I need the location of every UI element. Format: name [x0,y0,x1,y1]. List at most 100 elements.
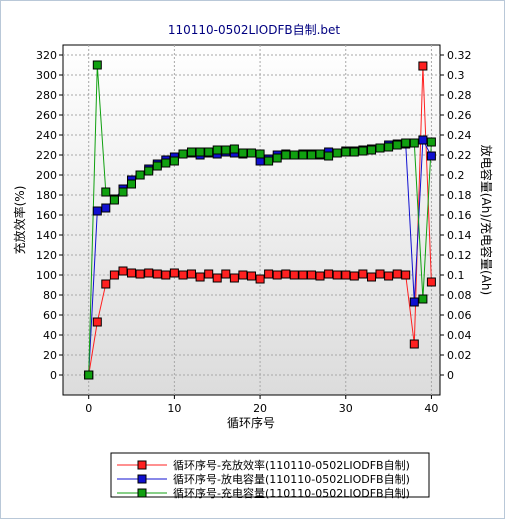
data-point-charge-capacity [144,166,154,176]
left-y-tick-label: 100 [36,269,57,282]
data-point-efficiency [152,269,162,279]
data-point-charge-capacity [281,150,291,160]
data-point-efficiency [298,270,308,280]
x-tick-label: 10 [167,402,181,415]
data-point-charge-capacity [212,145,222,155]
data-point-charge-capacity [264,156,274,166]
data-point-efficiency [341,270,351,280]
right-y-tick-label: 0.18 [447,189,472,202]
data-point-efficiency [281,269,291,279]
data-point-charge-capacity [204,147,214,157]
right-y-tick-label: 0.26 [447,109,472,122]
data-point-efficiency [426,277,436,287]
data-point-efficiency [264,269,274,279]
data-point-charge-capacity [272,153,282,163]
legend-label-charge-capacity: 循环序号-充电容量(110110-0502LIODFB自制) [173,486,410,500]
data-point-efficiency [178,270,188,280]
data-point-efficiency [255,274,265,284]
data-point-efficiency [101,279,111,289]
right-y-tick-label: 0 [447,369,454,382]
right-y-tick-label: 0.3 [447,69,465,82]
data-point-charge-capacity [384,142,394,152]
right-y-tick-label: 0.2 [447,169,465,182]
data-point-charge-capacity [418,294,428,304]
data-point-charge-capacity [195,147,205,157]
legend-box [110,452,430,498]
x-tick-label: 30 [339,402,353,415]
x-axis-label: 循环序号 [227,415,275,430]
data-point-charge-capacity [118,187,128,197]
data-point-efficiency [187,269,196,279]
data-point-charge-capacity [392,140,402,150]
data-point-charge-capacity [298,150,308,160]
left-y-tick-label: 240 [36,129,57,142]
data-point-charge-capacity [152,161,162,171]
data-point-efficiency [409,339,419,349]
x-axis: 0 10 20 30 40 [85,395,438,415]
data-point-discharge-capacity [409,297,419,307]
data-point-charge-capacity [127,179,136,189]
right-y-tick-label: 0.06 [447,309,472,322]
data-point-charge-capacity [229,144,239,154]
data-point-charge-capacity [349,147,359,157]
data-point-efficiency [358,269,368,279]
left-y-tick-label: 200 [36,169,57,182]
data-point-discharge-capacity [426,151,436,161]
data-point-efficiency [315,271,325,281]
data-point-charge-capacity [289,150,299,160]
data-point-charge-capacity [92,60,102,70]
data-point-charge-capacity [307,150,316,160]
left-y-tick-label: 0 [50,369,57,382]
data-point-efficiency [195,272,205,282]
data-point-charge-capacity [255,149,265,159]
legend: 循环序号-充放效率(110110-0502LIODFB自制)循环序号-放电容量(… [117,458,410,500]
data-point-charge-capacity [409,138,419,148]
data-point-charge-capacity [367,145,376,155]
data-point-efficiency [307,270,316,280]
plot-area [62,44,441,396]
left-y-tick-label: 320 [36,49,57,62]
left-y-tick-label: 80 [43,289,57,302]
data-point-efficiency [392,269,402,279]
data-point-efficiency [204,269,214,279]
data-point-efficiency [418,61,428,71]
data-point-charge-capacity [401,138,411,148]
data-point-charge-capacity [247,148,256,158]
data-point-efficiency [272,270,282,280]
data-point-efficiency [127,268,136,278]
right-y-tick-label: 0.16 [447,209,472,222]
data-point-efficiency [118,266,128,276]
x-tick-label: 0 [85,402,92,415]
legend-label-efficiency: 循环序号-充放效率(110110-0502LIODFB自制) [173,458,410,472]
right-y-tick-label: 0.04 [447,329,472,342]
data-point-charge-capacity [375,143,385,153]
data-point-discharge-capacity [92,206,102,216]
data-point-efficiency [375,269,385,279]
x-tick-label: 20 [253,402,267,415]
data-point-efficiency [169,268,179,278]
data-point-charge-capacity [161,158,171,168]
data-point-efficiency [238,270,248,280]
right-y-axis: 0 0.02 0.04 0.06 0.08 0.1 0.12 0.14 0.16 0.18 0.2 0… [440,49,472,382]
right-y-tick-label: 0.22 [447,149,472,162]
legend-marker-efficiency [137,460,147,470]
right-y-tick-label: 0.14 [447,229,472,242]
series-layer [84,60,436,380]
left-y-tick-label: 140 [36,229,57,242]
left-y-axis-label: 充放效率(%) [12,186,27,255]
right-y-tick-label: 0.08 [447,289,472,302]
data-point-discharge-capacity [418,135,428,145]
left-y-tick-label: 260 [36,109,57,122]
data-point-charge-capacity [315,149,325,159]
data-point-charge-capacity [358,146,368,156]
data-point-efficiency [349,271,359,281]
data-point-charge-capacity [135,170,145,180]
right-y-tick-label: 0.28 [447,89,472,102]
data-point-efficiency [324,269,334,279]
right-y-tick-label: 0.02 [447,349,472,362]
x-tick-label: 40 [424,402,438,415]
data-point-efficiency [135,269,145,279]
right-y-tick-label: 0.24 [447,129,472,142]
data-point-charge-capacity [178,149,188,159]
